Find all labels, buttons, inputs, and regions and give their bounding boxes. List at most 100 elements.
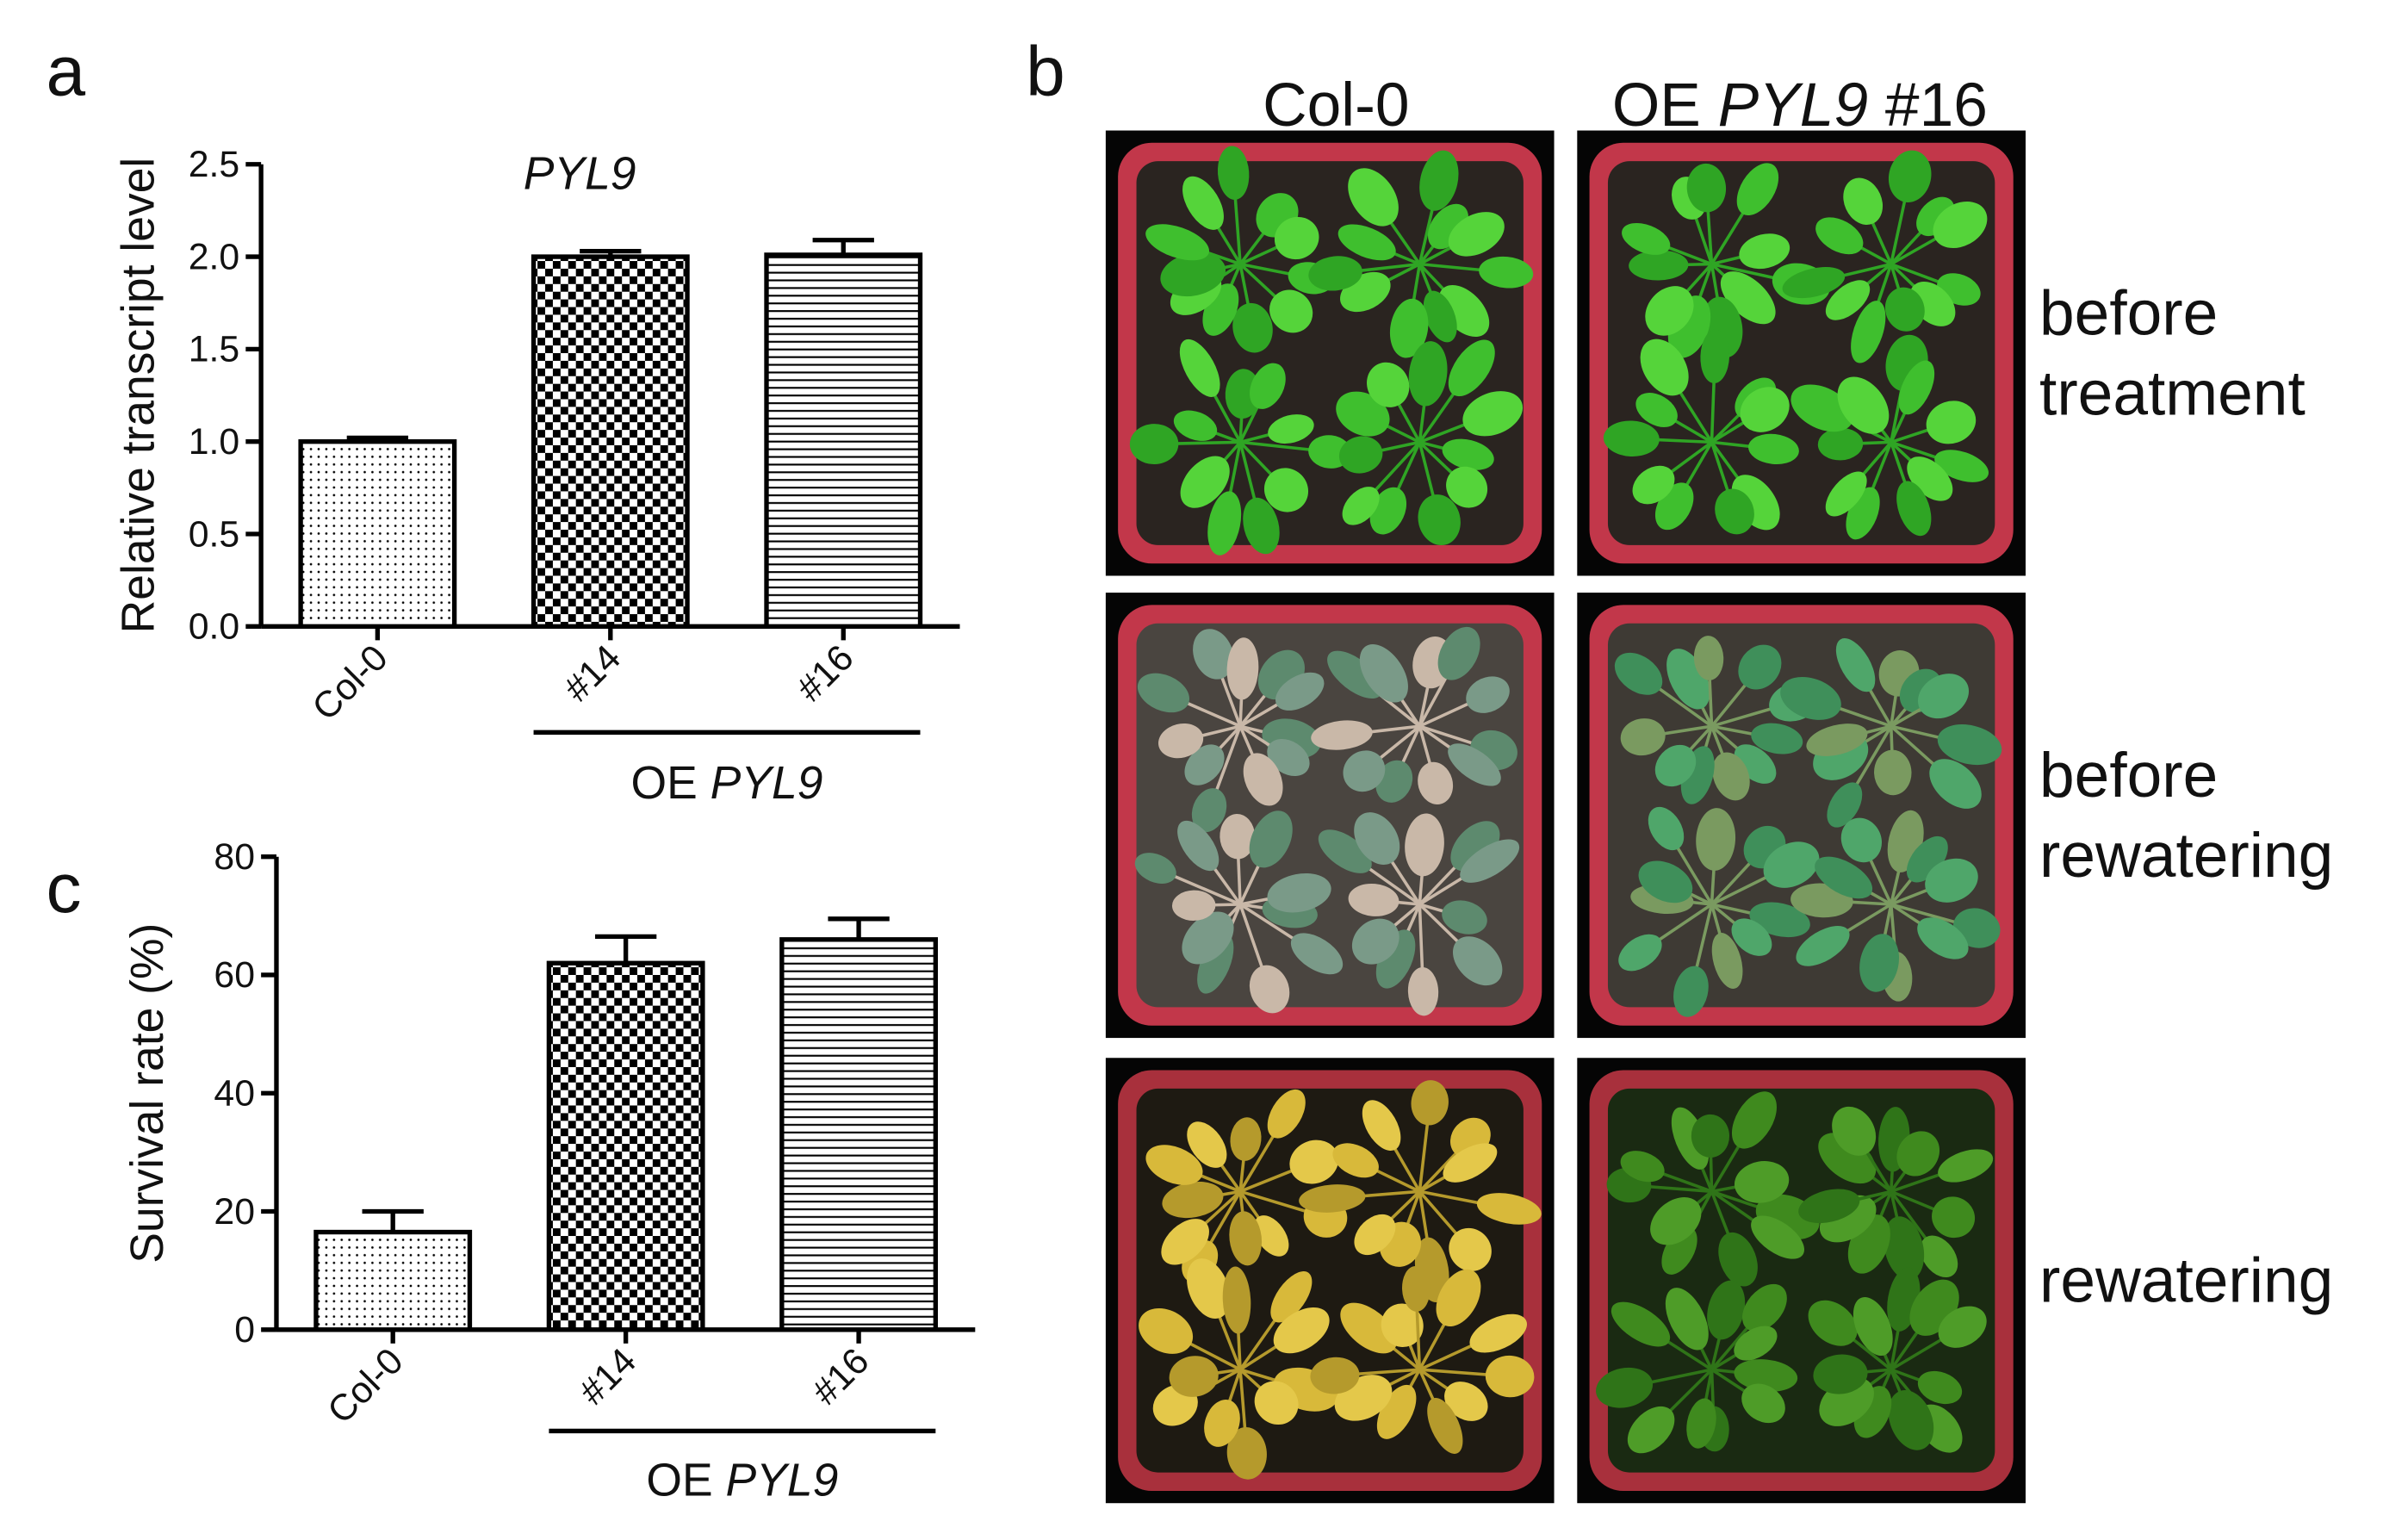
leaf <box>1469 1313 1527 1353</box>
leaf <box>1193 629 1234 680</box>
leaf <box>1934 450 1989 482</box>
leaf <box>1796 926 1850 966</box>
leaf <box>1289 1139 1339 1184</box>
leaf <box>1734 1161 1790 1203</box>
group-label-italic: PYL9 <box>726 1455 839 1506</box>
leaf <box>1274 216 1319 260</box>
leaf <box>1446 466 1488 508</box>
row-label: rewatering <box>2039 821 2333 891</box>
leaf <box>1622 222 1671 255</box>
leaf <box>1825 280 1871 320</box>
y-tick-label: 2.0 <box>189 236 239 277</box>
y-tick-label: 0.5 <box>189 513 239 555</box>
leaf <box>1449 1227 1492 1271</box>
leaf <box>1645 286 1694 336</box>
leaf <box>1179 338 1220 397</box>
leaf <box>1249 810 1293 868</box>
leaf <box>1418 761 1454 805</box>
leaf <box>1129 424 1179 464</box>
leaf <box>1686 163 1727 213</box>
leaf <box>1673 966 1709 1017</box>
leaf <box>1359 643 1408 703</box>
leaf <box>1731 1091 1777 1149</box>
leaf <box>1436 1269 1481 1327</box>
leaf <box>1837 376 1890 434</box>
leaf <box>1273 1307 1330 1354</box>
photo <box>1577 130 2026 576</box>
leaf <box>1741 1383 1785 1424</box>
leaf <box>1654 744 1697 787</box>
leaf <box>1442 438 1494 470</box>
x-tick-label: #16 <box>789 637 861 710</box>
group-label-italic: PYL9 <box>711 758 823 809</box>
leaf <box>1342 487 1380 525</box>
leaf <box>1191 788 1227 833</box>
leaf <box>1177 820 1220 872</box>
leaf <box>1742 1283 1787 1332</box>
leaf <box>1884 1216 1925 1281</box>
photo <box>1577 593 2026 1039</box>
y-tick-label: 40 <box>214 1073 255 1115</box>
photo <box>1105 593 1555 1039</box>
leaf <box>1180 456 1230 508</box>
leaf <box>1267 872 1331 913</box>
leaf <box>1632 465 1675 505</box>
leaf <box>1134 853 1176 884</box>
leaf <box>1173 410 1218 441</box>
leaf <box>1888 1390 1934 1450</box>
leaf <box>1308 256 1362 291</box>
leaf <box>1763 841 1820 888</box>
leaf <box>1920 1235 1958 1278</box>
leaf <box>1734 1326 1778 1361</box>
leaf <box>1720 271 1776 325</box>
leaf <box>1351 918 1399 965</box>
leaf <box>1665 1288 1709 1351</box>
y-axis-label: Survival rate (%) <box>122 923 173 1264</box>
leaf <box>1815 856 1873 899</box>
leaf <box>1691 1114 1730 1158</box>
leaf <box>1618 934 1662 972</box>
leaf <box>1418 494 1461 546</box>
leaf <box>1250 363 1286 409</box>
leaf <box>1275 672 1325 711</box>
leaf <box>1466 676 1510 713</box>
bar <box>298 439 457 629</box>
leaf <box>1933 201 1988 249</box>
leaf <box>1932 1196 1976 1239</box>
leaf <box>1442 900 1487 935</box>
leaf <box>1700 329 1730 384</box>
leaf <box>1748 433 1799 465</box>
leaf <box>1268 414 1314 444</box>
photo <box>1105 130 1555 576</box>
column-header-suffix: #16 <box>1885 71 1988 140</box>
photo <box>1577 1058 2026 1504</box>
y-tick-label: 0 <box>234 1309 255 1351</box>
leaf <box>1254 1381 1299 1425</box>
bar <box>546 960 705 1332</box>
leaf <box>1476 1193 1542 1225</box>
leaf <box>1629 250 1689 281</box>
leaf <box>1696 808 1736 871</box>
leaf <box>1806 723 1868 756</box>
leaf <box>1182 176 1224 230</box>
leaf <box>1693 636 1724 680</box>
row-label: before <box>2039 279 2218 349</box>
y-tick-label: 1.0 <box>189 421 239 463</box>
leaf <box>1718 1232 1758 1287</box>
leaf <box>1853 1296 1893 1357</box>
leaf <box>1187 1258 1231 1320</box>
group-label-prefix: OE <box>631 758 698 809</box>
leaf <box>1780 676 1841 720</box>
leaf <box>1182 911 1234 965</box>
leaf <box>1299 1184 1366 1213</box>
leaf <box>1925 858 1978 903</box>
leaf <box>1267 1089 1306 1139</box>
column-header: Col-0 <box>1263 71 1409 140</box>
leaf <box>1817 427 1864 461</box>
leaf <box>1485 1355 1535 1398</box>
leaf <box>1782 267 1846 299</box>
leaf <box>1843 177 1884 226</box>
y-axis-label: Relative transcript level <box>113 158 164 634</box>
leaf <box>1184 744 1225 786</box>
